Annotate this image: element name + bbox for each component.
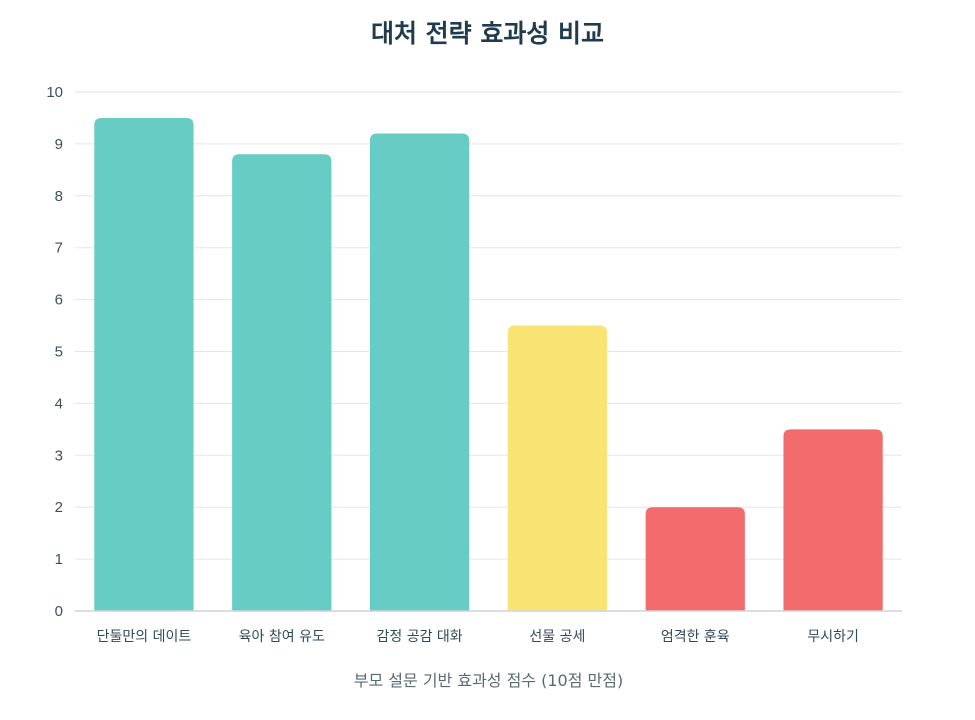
y-tick-label: 10 xyxy=(46,84,63,101)
y-tick-label: 2 xyxy=(55,499,63,516)
y-tick-label: 4 xyxy=(55,395,63,412)
y-tick-label: 7 xyxy=(55,240,63,257)
y-tick-label: 0 xyxy=(55,603,63,620)
category-label: 단둘만의 데이트 xyxy=(97,629,192,645)
y-tick-label: 8 xyxy=(55,188,63,205)
bar xyxy=(783,429,883,611)
bar xyxy=(94,117,194,611)
y-tick-labels: 0 1 2 3 4 5 6 7 8 9 10 xyxy=(46,84,63,620)
category-labels: 단둘만의 데이트 육아 참여 유도 감정 공감 대화 선물 공세 엄격한 훈육 무시하기 xyxy=(97,629,859,645)
chart-title: 대처 전략 효과성 비교 xyxy=(370,19,605,48)
gridlines xyxy=(75,91,902,612)
y-tick-label: 3 xyxy=(55,447,63,464)
y-tick-label: 5 xyxy=(55,344,63,361)
category-label: 육아 참여 유도 xyxy=(239,629,325,645)
category-label: 감정 공감 대화 xyxy=(376,629,462,645)
bar xyxy=(645,507,745,611)
bar xyxy=(369,133,470,611)
bar xyxy=(507,325,608,611)
y-tick-label: 6 xyxy=(55,292,63,309)
bars xyxy=(94,117,883,611)
x-axis-label: 부모 설문 기반 효과성 점수 (10점 만점) xyxy=(354,671,623,690)
category-label: 선물 공세 xyxy=(529,629,585,645)
category-label: 엄격한 훈육 xyxy=(661,629,730,645)
y-tick-label: 1 xyxy=(55,551,63,568)
bar xyxy=(232,154,332,611)
category-label: 무시하기 xyxy=(807,629,859,645)
y-tick-label: 9 xyxy=(55,136,63,153)
